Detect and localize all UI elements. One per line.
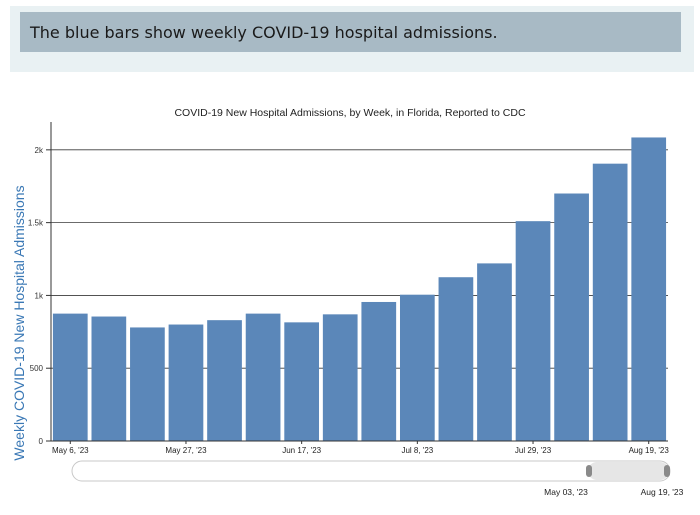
x-tick-label: May 27, '23 bbox=[165, 446, 207, 455]
chart-container: COVID-19 New Hospital Admissions, by Wee… bbox=[0, 95, 700, 510]
bar[interactable] bbox=[52, 313, 88, 441]
range-slider-handle-left[interactable] bbox=[586, 465, 592, 477]
range-slider-handle-right[interactable] bbox=[664, 465, 670, 477]
bar-chart: COVID-19 New Hospital Admissions, by Wee… bbox=[11, 107, 684, 497]
bar[interactable] bbox=[245, 313, 281, 441]
range-slider-track[interactable] bbox=[71, 460, 671, 482]
banner-container: The blue bars show weekly COVID-19 hospi… bbox=[10, 6, 694, 72]
range-slider-selection[interactable] bbox=[588, 462, 669, 480]
bar[interactable] bbox=[592, 163, 628, 441]
bar[interactable] bbox=[361, 301, 397, 441]
bar[interactable] bbox=[284, 322, 320, 441]
bar[interactable] bbox=[515, 221, 551, 441]
bar[interactable] bbox=[168, 324, 204, 441]
y-tick-label: 2k bbox=[35, 146, 44, 155]
bars bbox=[52, 137, 667, 441]
banner-text: The blue bars show weekly COVID-19 hospi… bbox=[20, 12, 681, 52]
axes: 0 500 1k 1.5k 2k May 6, '23 May 27, '23 Jun 17,… bbox=[28, 122, 670, 455]
bar[interactable] bbox=[322, 314, 358, 441]
bar[interactable] bbox=[554, 193, 589, 441]
y-tick-label: 1k bbox=[35, 291, 44, 300]
chart-title: COVID-19 New Hospital Admissions, by Wee… bbox=[174, 107, 526, 119]
bar[interactable] bbox=[130, 327, 165, 441]
x-tick-label: Jul 29, '23 bbox=[515, 446, 552, 455]
range-start-label: May 03, '23 bbox=[544, 487, 588, 497]
y-tick-label: 500 bbox=[30, 364, 44, 373]
x-tick-label: Jul 8, '23 bbox=[401, 446, 433, 455]
x-tick-label: May 6, '23 bbox=[52, 446, 89, 455]
y-axis-label: Weekly COVID-19 New Hospital Admissions bbox=[11, 185, 27, 460]
y-tick-label: 0 bbox=[39, 437, 44, 446]
bar[interactable] bbox=[631, 137, 667, 441]
x-tick-label: Aug 19, '23 bbox=[629, 446, 670, 455]
bar[interactable] bbox=[207, 320, 242, 441]
y-tick-label: 1.5k bbox=[28, 219, 44, 228]
bar[interactable] bbox=[399, 294, 435, 441]
range-end-label: Aug 19, '23 bbox=[641, 487, 684, 497]
x-tick-label: Jun 17, '23 bbox=[282, 446, 321, 455]
bar[interactable] bbox=[91, 316, 127, 441]
bar[interactable] bbox=[477, 263, 512, 441]
bar[interactable] bbox=[438, 277, 474, 441]
range-slider[interactable]: May 03, '23 Aug 19, '23 bbox=[71, 460, 684, 497]
